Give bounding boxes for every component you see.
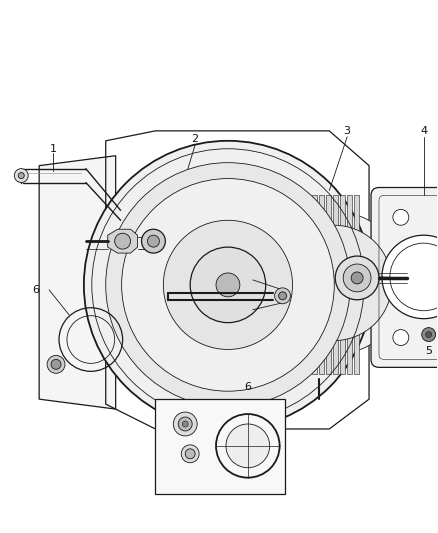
Circle shape: [382, 235, 438, 319]
Circle shape: [51, 359, 61, 369]
Bar: [305, 196, 311, 374]
Circle shape: [47, 356, 65, 373]
Bar: [312, 196, 318, 374]
Bar: [340, 196, 345, 374]
Bar: [155, 399, 285, 494]
Circle shape: [426, 332, 431, 337]
Text: 3: 3: [344, 126, 351, 136]
Circle shape: [122, 179, 334, 391]
Circle shape: [178, 417, 192, 431]
Bar: [333, 196, 338, 374]
Circle shape: [216, 414, 279, 478]
Circle shape: [351, 272, 363, 284]
Circle shape: [279, 292, 286, 300]
Circle shape: [148, 235, 159, 247]
Text: 2: 2: [191, 134, 199, 144]
Circle shape: [335, 256, 379, 300]
Text: 1: 1: [49, 144, 57, 154]
Bar: [292, 196, 297, 374]
Circle shape: [393, 329, 409, 345]
Circle shape: [190, 247, 266, 322]
Circle shape: [422, 328, 436, 342]
Circle shape: [163, 220, 293, 350]
Circle shape: [181, 445, 199, 463]
Bar: [354, 196, 359, 374]
Circle shape: [216, 273, 240, 297]
Circle shape: [173, 412, 197, 436]
Polygon shape: [39, 156, 116, 409]
Circle shape: [182, 421, 188, 427]
Circle shape: [14, 168, 28, 182]
Circle shape: [141, 229, 165, 253]
Circle shape: [275, 288, 290, 304]
Circle shape: [277, 225, 392, 341]
Bar: [347, 196, 352, 374]
Bar: [319, 196, 324, 374]
Text: 6: 6: [33, 285, 40, 295]
Text: 6: 6: [244, 382, 251, 392]
Circle shape: [18, 173, 24, 179]
Polygon shape: [108, 229, 138, 253]
FancyBboxPatch shape: [371, 188, 438, 367]
Bar: [326, 196, 331, 374]
Circle shape: [84, 141, 372, 429]
Circle shape: [343, 264, 371, 292]
Circle shape: [263, 212, 406, 354]
Text: 5: 5: [425, 346, 432, 357]
Bar: [298, 196, 304, 374]
Circle shape: [106, 163, 350, 407]
Circle shape: [393, 209, 409, 225]
Text: 4: 4: [420, 126, 427, 136]
Circle shape: [185, 449, 195, 459]
Circle shape: [115, 233, 131, 249]
Circle shape: [226, 424, 270, 468]
